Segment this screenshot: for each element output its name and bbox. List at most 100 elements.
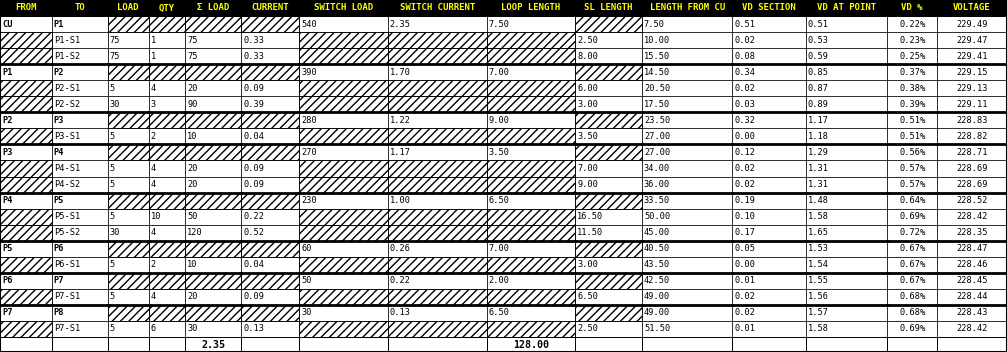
Bar bbox=[185, 257, 242, 273]
Bar bbox=[388, 16, 486, 32]
Text: 9.00: 9.00 bbox=[488, 116, 510, 125]
Bar bbox=[486, 96, 575, 112]
Bar bbox=[149, 257, 185, 273]
Bar bbox=[937, 144, 1007, 161]
Bar bbox=[242, 176, 299, 193]
Text: 1.22: 1.22 bbox=[390, 116, 411, 125]
Text: 0.68%: 0.68% bbox=[899, 293, 925, 301]
Bar bbox=[149, 80, 185, 96]
Bar bbox=[388, 128, 486, 144]
Text: 11.50: 11.50 bbox=[577, 228, 603, 237]
Text: 2.35: 2.35 bbox=[390, 19, 411, 29]
Text: 4: 4 bbox=[151, 180, 156, 189]
Bar bbox=[641, 225, 732, 241]
Bar bbox=[641, 193, 732, 209]
Bar bbox=[108, 321, 149, 337]
Bar bbox=[299, 96, 388, 112]
Text: 0.37%: 0.37% bbox=[899, 68, 925, 77]
Bar bbox=[388, 161, 486, 176]
Text: 0.09: 0.09 bbox=[244, 293, 264, 301]
Bar bbox=[887, 128, 937, 144]
Bar bbox=[388, 273, 486, 289]
Bar bbox=[575, 16, 641, 32]
Bar bbox=[108, 32, 149, 48]
Bar bbox=[185, 16, 242, 32]
Text: P2: P2 bbox=[2, 116, 12, 125]
Bar bbox=[575, 112, 641, 128]
Bar bbox=[388, 0, 486, 16]
Bar bbox=[806, 289, 887, 305]
Bar bbox=[388, 321, 486, 337]
Bar bbox=[388, 80, 486, 96]
Text: 30: 30 bbox=[187, 325, 197, 333]
Bar bbox=[388, 176, 486, 193]
Bar bbox=[575, 112, 641, 128]
Bar bbox=[299, 209, 388, 225]
Text: 0.17: 0.17 bbox=[734, 228, 755, 237]
Text: 49.00: 49.00 bbox=[643, 293, 670, 301]
Text: 228.52: 228.52 bbox=[957, 196, 988, 205]
Bar bbox=[51, 209, 108, 225]
Text: 8.00: 8.00 bbox=[577, 52, 598, 61]
Text: 17.50: 17.50 bbox=[643, 100, 670, 109]
Text: 5: 5 bbox=[110, 325, 115, 333]
Text: 228.82: 228.82 bbox=[957, 132, 988, 141]
Bar bbox=[806, 257, 887, 273]
Text: 0.13: 0.13 bbox=[244, 325, 264, 333]
Text: P7-S1: P7-S1 bbox=[53, 293, 80, 301]
Bar bbox=[108, 112, 149, 128]
Bar bbox=[486, 96, 575, 112]
Text: 20: 20 bbox=[187, 164, 197, 173]
Text: 36.00: 36.00 bbox=[643, 180, 670, 189]
Bar bbox=[149, 305, 185, 321]
Text: 0.34: 0.34 bbox=[734, 68, 755, 77]
Bar bbox=[149, 144, 185, 161]
Text: 0.09: 0.09 bbox=[244, 180, 264, 189]
Text: 27.00: 27.00 bbox=[643, 132, 670, 141]
Bar bbox=[486, 64, 575, 80]
Text: 1.58: 1.58 bbox=[808, 325, 829, 333]
Bar bbox=[108, 144, 149, 161]
Bar bbox=[937, 161, 1007, 176]
Bar bbox=[575, 321, 641, 337]
Text: 0.51: 0.51 bbox=[734, 19, 755, 29]
Bar bbox=[641, 16, 732, 32]
Bar bbox=[299, 225, 388, 241]
Bar bbox=[299, 209, 388, 225]
Text: 1.48: 1.48 bbox=[808, 196, 829, 205]
Text: 10: 10 bbox=[187, 260, 197, 269]
Text: SWITCH CURRENT: SWITCH CURRENT bbox=[400, 4, 475, 13]
Text: P3-S1: P3-S1 bbox=[53, 132, 80, 141]
Bar bbox=[806, 241, 887, 257]
Text: 0.85: 0.85 bbox=[808, 68, 829, 77]
Bar bbox=[641, 64, 732, 80]
Bar bbox=[185, 144, 242, 161]
Bar bbox=[0, 16, 51, 32]
Bar bbox=[185, 241, 242, 257]
Bar bbox=[732, 96, 806, 112]
Bar bbox=[108, 64, 149, 80]
Bar bbox=[388, 289, 486, 305]
Text: 228.69: 228.69 bbox=[957, 180, 988, 189]
Text: 0.22: 0.22 bbox=[390, 276, 411, 285]
Bar bbox=[299, 337, 388, 352]
Bar bbox=[108, 273, 149, 289]
Bar bbox=[0, 32, 51, 48]
Bar bbox=[108, 193, 149, 209]
Text: 0.51: 0.51 bbox=[808, 19, 829, 29]
Text: 230: 230 bbox=[301, 196, 317, 205]
Bar bbox=[388, 241, 486, 257]
Bar bbox=[806, 16, 887, 32]
Text: 0.02: 0.02 bbox=[734, 180, 755, 189]
Text: 1.70: 1.70 bbox=[390, 68, 411, 77]
Bar bbox=[242, 112, 299, 128]
Bar bbox=[299, 241, 388, 257]
Bar bbox=[887, 0, 937, 16]
Bar bbox=[242, 16, 299, 32]
Text: 23.50: 23.50 bbox=[643, 116, 670, 125]
Text: 0.09: 0.09 bbox=[244, 164, 264, 173]
Bar bbox=[887, 80, 937, 96]
Bar bbox=[108, 337, 149, 352]
Bar bbox=[732, 241, 806, 257]
Bar bbox=[388, 321, 486, 337]
